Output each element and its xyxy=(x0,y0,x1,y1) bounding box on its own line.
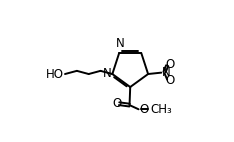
Text: N: N xyxy=(103,67,112,80)
Text: O: O xyxy=(165,74,174,87)
Text: O: O xyxy=(112,97,121,110)
Text: O: O xyxy=(140,103,149,116)
Text: HO: HO xyxy=(46,68,64,81)
Text: N: N xyxy=(162,66,171,79)
Text: CH₃: CH₃ xyxy=(151,103,172,116)
Text: N: N xyxy=(116,37,124,50)
Text: O: O xyxy=(165,59,174,71)
